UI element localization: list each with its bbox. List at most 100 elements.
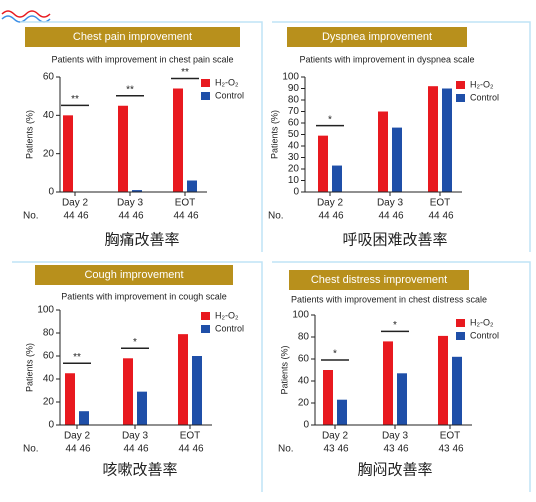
title-banner <box>287 27 467 47</box>
x-tick-label: Day 3 <box>382 431 409 442</box>
bar <box>438 335 448 425</box>
bar <box>192 356 202 425</box>
n-value: 46 <box>332 211 344 222</box>
n-value: 44 <box>123 444 135 455</box>
y-axis-label: Patients (%) <box>24 343 34 392</box>
bar <box>178 334 188 425</box>
legend-label: H₂-O₂ <box>215 310 239 320</box>
bar <box>173 88 183 192</box>
x-tick-label: EOT <box>175 198 196 209</box>
chart-title: Chest pain improvement <box>73 31 192 43</box>
y-axis-label: Patients (%) <box>269 110 279 159</box>
panel-frames <box>12 21 531 492</box>
y-tick-label: 70 <box>288 106 300 117</box>
significance-label: * <box>328 114 332 125</box>
legend-swatch <box>201 325 210 333</box>
bar <box>452 356 462 425</box>
y-tick-label: 60 <box>43 72 55 83</box>
n-value: 44 <box>428 211 440 222</box>
y-tick-label: 60 <box>288 118 300 129</box>
legend-label: Control <box>215 323 244 333</box>
bar <box>392 127 402 192</box>
subtitle: Patients with improvement in dyspnea sca… <box>299 54 474 64</box>
n-value: 46 <box>397 444 409 455</box>
n-value: 44 <box>65 444 77 455</box>
x-tick-label: Day 2 <box>64 431 91 442</box>
bar <box>428 86 438 192</box>
significance-label: * <box>393 320 397 331</box>
n-value: 43 <box>438 444 450 455</box>
x-tick-label: Day 2 <box>317 198 344 209</box>
n-value: 43 <box>383 444 395 455</box>
n-value: 43 <box>323 444 335 455</box>
x-tick-label: EOT <box>440 431 461 442</box>
legend-label: Control <box>215 90 244 100</box>
n-value: 44 <box>173 211 185 222</box>
bar <box>123 358 133 425</box>
x-tick-label: Day 2 <box>62 198 89 209</box>
bar <box>79 411 89 425</box>
bar <box>397 373 407 425</box>
legend-swatch <box>456 81 465 89</box>
n-label: No. <box>23 444 39 455</box>
chart-title: Cough improvement <box>84 269 183 281</box>
n-value: 44 <box>178 444 190 455</box>
y-tick-label: 0 <box>293 187 299 198</box>
n-value: 44 <box>118 211 130 222</box>
n-value: 46 <box>187 211 199 222</box>
bar <box>118 105 128 192</box>
n-value: 44 <box>318 211 330 222</box>
significance-label: ** <box>73 352 81 363</box>
y-tick-label: 0 <box>48 187 54 198</box>
y-tick-label: 30 <box>288 152 300 163</box>
bar <box>65 373 75 425</box>
y-tick-label: 0 <box>303 420 309 431</box>
x-tick-label: EOT <box>180 431 201 442</box>
legend-swatch <box>456 332 465 340</box>
legend-swatch <box>201 92 210 100</box>
n-value: 46 <box>337 444 349 455</box>
n-value: 46 <box>77 211 89 222</box>
bar <box>332 165 342 192</box>
title-banner <box>25 27 240 47</box>
subtitle: Patients with improvement in chest distr… <box>291 294 487 304</box>
decor-wave <box>1 10 51 18</box>
bar <box>323 370 333 425</box>
y-tick-label: 0 <box>48 420 54 431</box>
bar <box>442 88 452 192</box>
y-tick-label: 60 <box>298 354 310 365</box>
legend-label: Control <box>470 330 499 340</box>
y-tick-label: 100 <box>292 310 309 321</box>
n-value: 44 <box>378 211 390 222</box>
caption: 呼吸困难改善率 <box>342 231 447 249</box>
bar <box>187 180 197 192</box>
significance-label: * <box>133 337 137 348</box>
bar <box>63 115 73 192</box>
y-tick-label: 20 <box>43 397 55 408</box>
title-banner <box>35 265 233 285</box>
y-tick-label: 40 <box>43 374 55 385</box>
bar <box>378 111 388 192</box>
significance-label: ** <box>126 84 134 95</box>
n-value: 46 <box>452 444 464 455</box>
subtitle: Patients with improvement in cough scale <box>61 291 227 301</box>
n-label: No. <box>268 211 284 222</box>
y-tick-label: 100 <box>37 305 54 316</box>
bar <box>383 341 393 425</box>
y-tick-label: 90 <box>288 83 300 94</box>
y-tick-label: 100 <box>282 72 299 83</box>
subtitle: Patients with improvement in chest pain … <box>51 54 233 64</box>
legend-swatch <box>201 79 210 87</box>
n-value: 46 <box>392 211 404 222</box>
legend-swatch <box>456 94 465 102</box>
bar <box>137 391 147 425</box>
significance-label: ** <box>181 67 189 78</box>
y-tick-label: 20 <box>43 148 55 159</box>
y-tick-label: 50 <box>288 129 300 140</box>
caption: 咳嗽改善率 <box>102 461 177 479</box>
caption: 胸闷改善率 <box>357 461 432 479</box>
x-tick-label: Day 2 <box>322 431 349 442</box>
n-value: 44 <box>63 211 75 222</box>
n-label: No. <box>23 211 39 222</box>
